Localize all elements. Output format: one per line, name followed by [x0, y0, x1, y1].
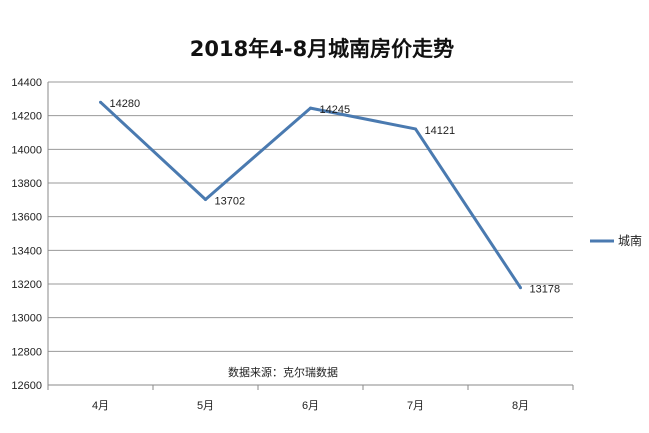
data-point: [309, 106, 312, 110]
x-tick-label: 6月: [302, 400, 319, 412]
data-point: [99, 100, 102, 104]
y-tick-label: 14000: [11, 144, 42, 156]
x-tick-label: 5月: [197, 400, 214, 412]
series-line: [99, 101, 522, 289]
y-tick-label: 14200: [11, 111, 42, 123]
y-tick-label: 13000: [11, 313, 42, 325]
y-tick-label: 12800: [11, 346, 42, 358]
y-tick-label: 13600: [11, 212, 42, 224]
x-axis: [47, 82, 574, 390]
x-tick-label: 8月: [512, 400, 529, 412]
data-label: 14280: [110, 98, 141, 110]
x-tick-label: 7月: [407, 400, 424, 412]
legend: 城南: [590, 233, 642, 248]
x-axis-ticks: 4月 5月 6月 7月 8月: [92, 400, 529, 412]
x-tick-label: 4月: [92, 400, 109, 412]
source-note: 数据来源：克尔瑞数据: [228, 365, 338, 379]
data-point: [414, 127, 417, 131]
data-point: [204, 197, 207, 201]
data-label: 13702: [215, 195, 246, 207]
y-axis-ticks: 12600 12800 13000 13200 13400 13600 13800 14000…: [11, 77, 42, 392]
chart-title: 2018年4-8月城南房价走势: [190, 37, 454, 61]
data-label: 14121: [425, 125, 456, 137]
y-tick-label: 13800: [11, 178, 42, 190]
gridlines: [48, 81, 573, 386]
data-labels: 14280 13702 14245 14121 13178: [110, 98, 561, 296]
y-tick-label: 14400: [11, 77, 42, 89]
data-label: 14245: [320, 104, 351, 116]
series-layer: [99, 100, 522, 290]
data-point: [519, 286, 522, 290]
y-tick-label: 12600: [11, 380, 42, 392]
data-label: 13178: [530, 284, 561, 296]
legend-label-chengnan: 城南: [618, 233, 642, 248]
y-tick-label: 13400: [11, 245, 42, 257]
y-tick-label: 13200: [11, 279, 42, 291]
